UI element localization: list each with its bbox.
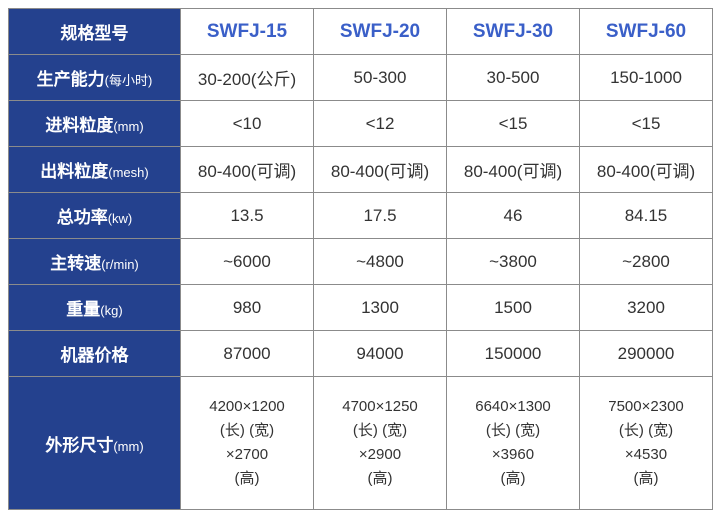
model-header: SWFJ-15 (181, 9, 314, 55)
cell: 46 (447, 193, 580, 239)
table-row: 重量(kg)980130015003200 (9, 285, 713, 331)
table-header-row: 规格型号 SWFJ-15 SWFJ-20 SWFJ-30 SWFJ-60 (9, 9, 713, 55)
cell: 84.15 (580, 193, 713, 239)
row-label: 重量(kg) (9, 285, 181, 331)
model-header: SWFJ-60 (580, 9, 713, 55)
cell-dimension: 7500×2300(长) (宽)×4530(高) (580, 377, 713, 510)
cell: 980 (181, 285, 314, 331)
table-row: 总功率(kw)13.517.54684.15 (9, 193, 713, 239)
cell-dimension: 4200×1200(长) (宽)×2700(高) (181, 377, 314, 510)
cell: 150000 (447, 331, 580, 377)
table-row: 机器价格8700094000150000290000 (9, 331, 713, 377)
header-spec: 规格型号 (9, 9, 181, 55)
cell: 17.5 (314, 193, 447, 239)
table-row: 生产能力(每小时)30-200(公斤)50-30030-500150-1000 (9, 55, 713, 101)
cell: 50-300 (314, 55, 447, 101)
cell: ~6000 (181, 239, 314, 285)
table-body: 生产能力(每小时)30-200(公斤)50-30030-500150-1000 … (9, 55, 713, 510)
table-row: 主转速(r/min)~6000~4800~3800~2800 (9, 239, 713, 285)
cell: 3200 (580, 285, 713, 331)
cell: <15 (580, 101, 713, 147)
row-label: 机器价格 (9, 331, 181, 377)
cell: 87000 (181, 331, 314, 377)
spec-table: 规格型号 SWFJ-15 SWFJ-20 SWFJ-30 SWFJ-60 生产能… (8, 8, 713, 510)
cell: 1300 (314, 285, 447, 331)
cell: 150-1000 (580, 55, 713, 101)
table-row-dimensions: 外形尺寸(mm) 4200×1200(长) (宽)×2700(高) 4700×1… (9, 377, 713, 510)
cell: ~3800 (447, 239, 580, 285)
cell: 1500 (447, 285, 580, 331)
cell: 13.5 (181, 193, 314, 239)
cell: <12 (314, 101, 447, 147)
row-label: 进料粒度(mm) (9, 101, 181, 147)
cell: 80-400(可调) (181, 147, 314, 193)
cell: 80-400(可调) (580, 147, 713, 193)
cell-dimension: 4700×1250(长) (宽)×2900(高) (314, 377, 447, 510)
cell: 290000 (580, 331, 713, 377)
cell: <15 (447, 101, 580, 147)
row-label: 生产能力(每小时) (9, 55, 181, 101)
cell: 80-400(可调) (447, 147, 580, 193)
cell: ~2800 (580, 239, 713, 285)
cell: 80-400(可调) (314, 147, 447, 193)
cell: ~4800 (314, 239, 447, 285)
cell-dimension: 6640×1300(长) (宽)×3960(高) (447, 377, 580, 510)
cell: <10 (181, 101, 314, 147)
cell: 30-200(公斤) (181, 55, 314, 101)
row-label: 主转速(r/min) (9, 239, 181, 285)
row-label: 总功率(kw) (9, 193, 181, 239)
table-row: 出料粒度(mesh)80-400(可调)80-400(可调)80-400(可调)… (9, 147, 713, 193)
table-row: 进料粒度(mm)<10<12<15<15 (9, 101, 713, 147)
row-label: 出料粒度(mesh) (9, 147, 181, 193)
row-label: 外形尺寸(mm) (9, 377, 181, 510)
model-header: SWFJ-30 (447, 9, 580, 55)
model-header: SWFJ-20 (314, 9, 447, 55)
cell: 94000 (314, 331, 447, 377)
cell: 30-500 (447, 55, 580, 101)
